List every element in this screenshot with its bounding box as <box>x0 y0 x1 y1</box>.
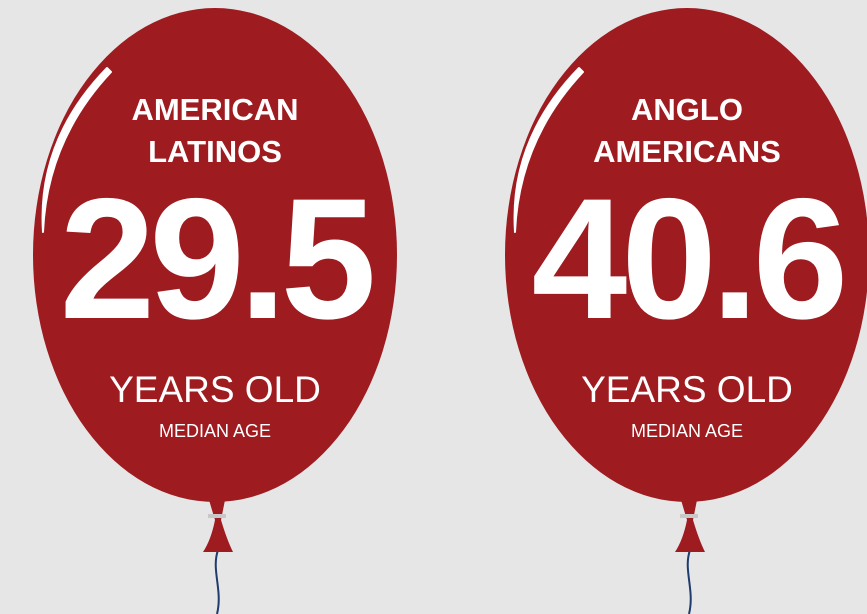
knot-band <box>208 514 226 518</box>
unit-label: YEARS OLD <box>581 369 793 410</box>
median-age-value: 40.6 <box>532 163 843 355</box>
caption: MEDIAN AGE <box>631 421 743 441</box>
group-label: AMERICAN <box>131 92 298 127</box>
unit-label: YEARS OLD <box>109 369 321 410</box>
median-age-value: 29.5 <box>60 163 372 355</box>
group-label: ANGLO <box>631 92 743 127</box>
caption: MEDIAN AGE <box>159 421 271 441</box>
infographic: AMERICANLATINOS29.5YEARS OLDMEDIAN AGEAN… <box>0 0 867 614</box>
knot-band <box>680 514 698 518</box>
page: AMERICANLATINOS29.5YEARS OLDMEDIAN AGEAN… <box>0 0 867 614</box>
